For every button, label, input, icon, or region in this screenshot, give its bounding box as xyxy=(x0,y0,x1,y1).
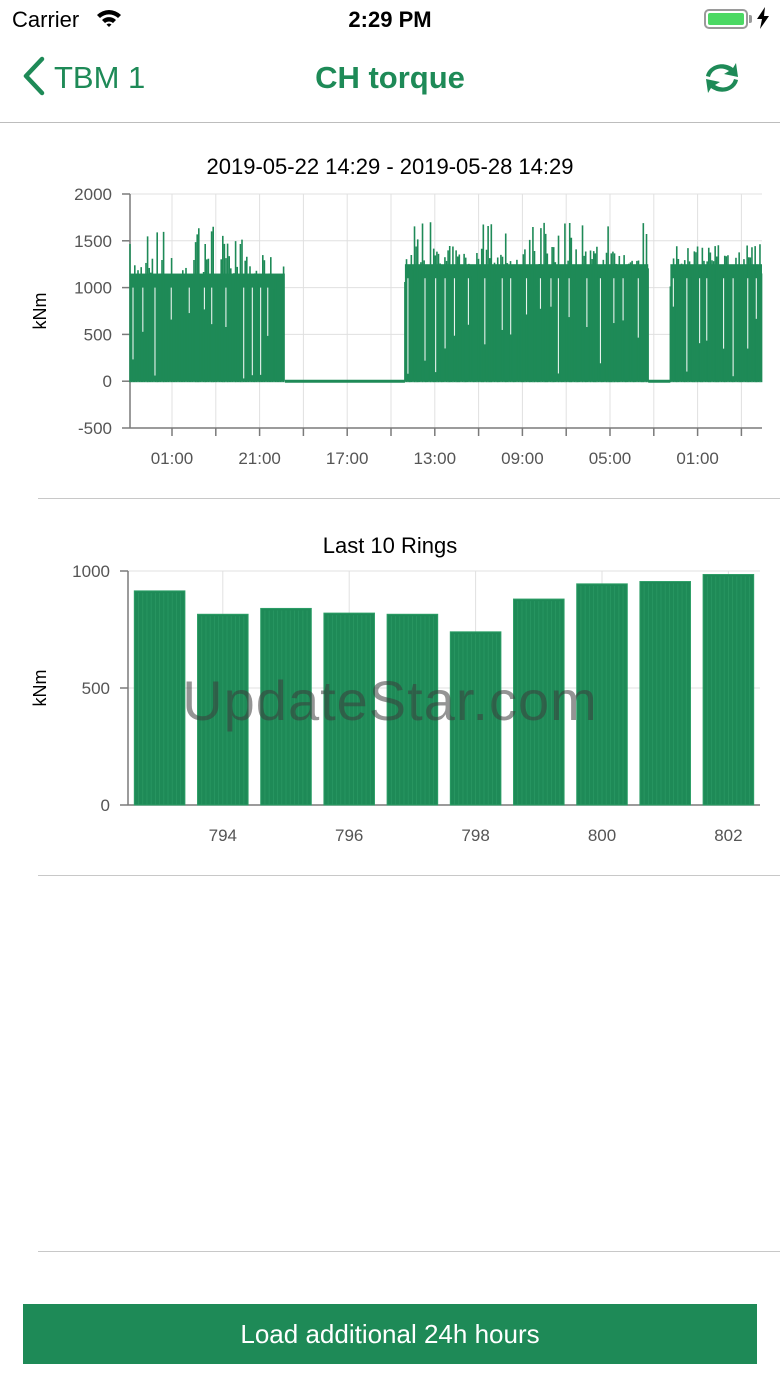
refresh-icon xyxy=(706,63,738,93)
y-tick-label: 1000 xyxy=(74,279,112,298)
chart-title: 2019-05-22 14:29 - 2019-05-28 14:29 xyxy=(206,154,574,179)
clock: 2:29 PM xyxy=(348,7,432,32)
x-tick-label: 09:00 xyxy=(501,449,544,468)
x-tick-label: 21:00 xyxy=(238,449,281,468)
load-additional-button[interactable]: Load additional 24h hours xyxy=(23,1304,757,1364)
divider xyxy=(38,1251,780,1252)
y-tick-label: 500 xyxy=(84,325,112,344)
refresh-button[interactable] xyxy=(700,56,744,100)
y-tick-label: 500 xyxy=(82,679,110,698)
back-button-label: TBM 1 xyxy=(54,60,146,95)
wifi-icon xyxy=(96,8,122,33)
x-tick-label: 01:00 xyxy=(676,449,719,468)
y-tick-label: 0 xyxy=(103,372,112,391)
back-button[interactable]: TBM 1 xyxy=(22,56,145,100)
x-tick-label: 01:00 xyxy=(151,449,194,468)
torque-history-chart: 2019-05-22 14:29 - 2019-05-28 14:29 2000… xyxy=(0,122,780,498)
y-axis-label: kNm xyxy=(30,670,50,707)
x-tick-label: 798 xyxy=(461,826,489,845)
battery-tip xyxy=(749,15,752,23)
chevron-left-icon xyxy=(22,56,46,101)
battery-icon xyxy=(704,9,748,29)
y-tick-label: 1000 xyxy=(72,562,110,581)
x-tick-label: 17:00 xyxy=(326,449,369,468)
divider xyxy=(38,875,780,876)
last-rings-svg: 1000 500 0 kNm 794 796 798 800 802 xyxy=(30,562,760,845)
last-rings-chart: Last 10 Rings 1000 500 0 kNm 794 796 798 800 802 xyxy=(0,499,780,875)
x-tick-label: 800 xyxy=(588,826,616,845)
chart-title: Last 10 Rings xyxy=(322,533,458,558)
x-tick-label: 05:00 xyxy=(589,449,632,468)
charging-bolt-icon xyxy=(756,7,770,34)
x-tick-label: 802 xyxy=(714,826,742,845)
torque-history-svg: 2000 1500 1000 500 0 -500 01:00 21:00 17:00 13:00… xyxy=(30,185,763,468)
divider xyxy=(38,498,780,499)
y-tick-label: 1500 xyxy=(74,232,112,251)
y-tick-label: 0 xyxy=(101,796,110,815)
y-tick-label: -500 xyxy=(78,419,112,438)
x-tick-label: 796 xyxy=(335,826,363,845)
carrier-label: Carrier xyxy=(12,7,80,32)
status-bar: Carrier 2:29 PM xyxy=(0,0,780,40)
x-tick-label: 13:00 xyxy=(414,449,457,468)
x-tick-label: 794 xyxy=(209,826,237,845)
y-tick-label: 2000 xyxy=(74,185,112,204)
y-axis-label: kNm xyxy=(30,293,50,330)
navigation-bar: TBM 1 CH torque xyxy=(0,40,780,123)
